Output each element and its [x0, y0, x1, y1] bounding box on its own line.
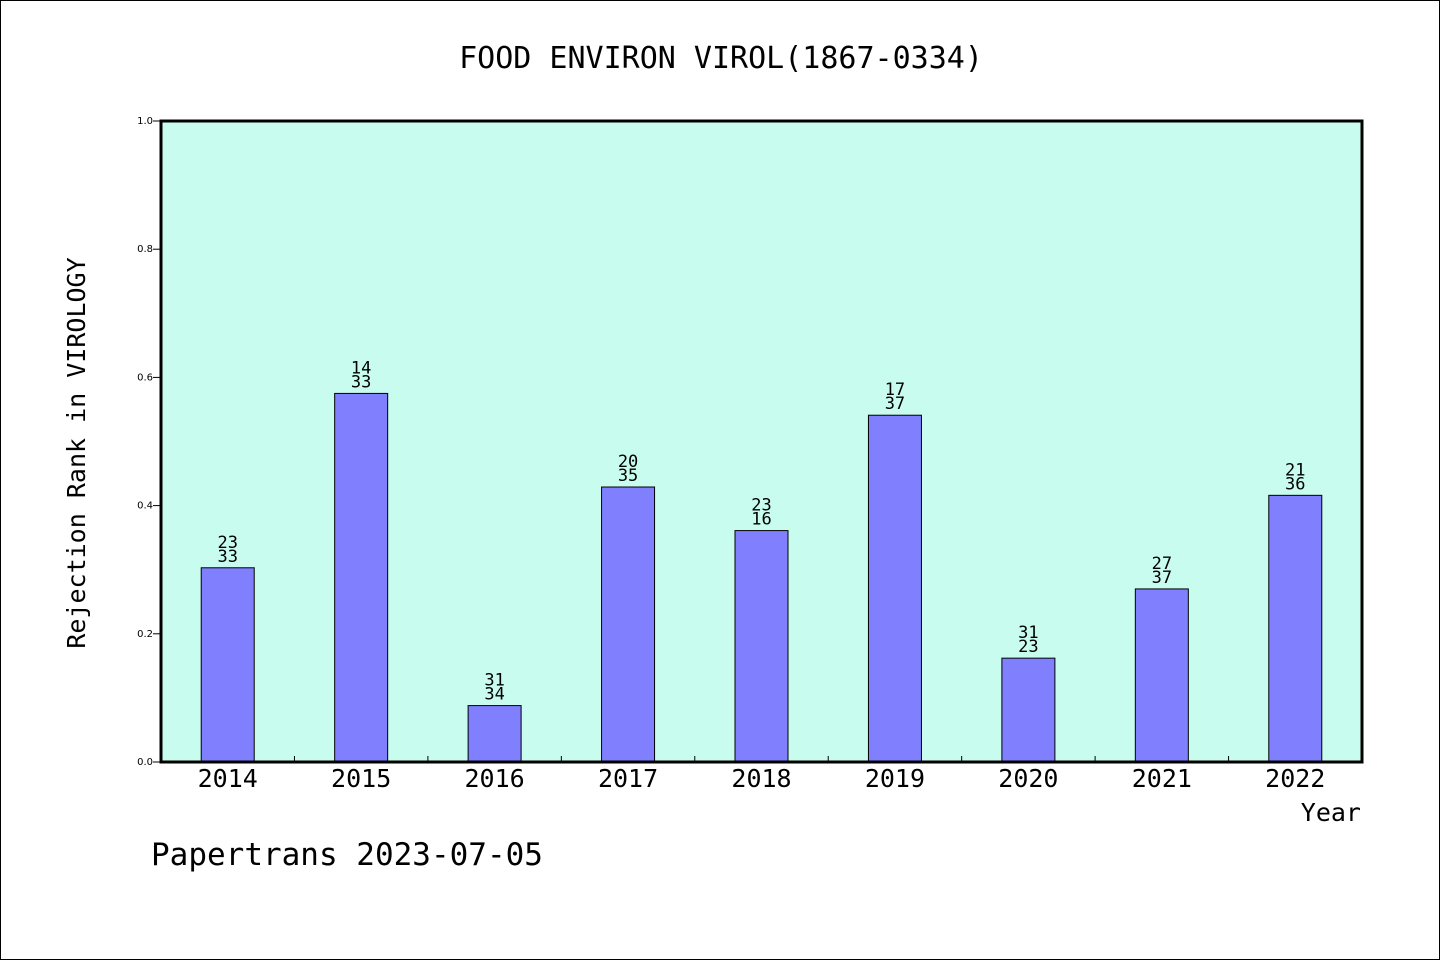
- bar-series: [200, 392, 1323, 763]
- x-tick-label: 2014: [198, 764, 258, 793]
- bar-label-top: 14: [351, 358, 371, 378]
- bar-2021: [1134, 588, 1189, 763]
- bar-label-bottom: 34: [484, 685, 504, 705]
- y-axis: 0.0 0.2 0.4 0.6 0.8 1.0: [137, 116, 161, 768]
- y-tick-label: 0.8: [137, 244, 153, 255]
- bar-2022: [1268, 494, 1323, 763]
- x-tick-label: 2021: [1132, 764, 1192, 793]
- x-tick-label: 2017: [598, 764, 658, 793]
- bar-label-top: 31: [1018, 623, 1038, 643]
- bar-label-bottom: 37: [1152, 568, 1172, 588]
- x-axis: 2014 2015 2016 2017 2018 2019 2020 2021 2022: [198, 756, 1325, 793]
- bar-label-bottom: 23: [1018, 637, 1038, 657]
- x-tick-label: 2020: [998, 764, 1058, 793]
- x-axis-label: Year: [1301, 798, 1361, 827]
- bar-label-top: 21: [1285, 460, 1305, 480]
- bar-label-top: 17: [885, 380, 905, 400]
- footer-note: Papertrans 2023-07-05: [151, 837, 543, 873]
- bar-2017: [601, 486, 656, 763]
- x-tick-label: 2016: [465, 764, 525, 793]
- bar-label-top: 27: [1152, 554, 1172, 574]
- bar-2014: [200, 567, 255, 763]
- bar-label-top: 23: [217, 533, 237, 553]
- y-tick-label: 0.0: [137, 757, 153, 768]
- bar-label-bottom: 37: [885, 394, 905, 414]
- bar-label-bottom: 35: [618, 466, 638, 486]
- bar-2015: [334, 392, 389, 763]
- x-tick-label: 2022: [1265, 764, 1325, 793]
- y-axis-label: Rejection Rank in VIROLOGY: [62, 257, 91, 648]
- y-tick-label: 0.6: [137, 372, 153, 383]
- bar-label-top: 31: [484, 671, 504, 691]
- bar-2016: [467, 705, 522, 763]
- x-tick-label: 2019: [865, 764, 925, 793]
- y-tick-label: 1.0: [137, 116, 153, 127]
- y-tick-label: 0.2: [137, 629, 153, 640]
- bar-label-bottom: 16: [751, 510, 771, 530]
- bar-label-bottom: 33: [351, 372, 371, 392]
- bar-label-bottom: 36: [1285, 474, 1305, 494]
- chart-title: FOOD ENVIRON VIROL(1867-0334): [459, 41, 983, 76]
- bar-label-bottom: 33: [217, 547, 237, 567]
- bar-label-top: 23: [751, 496, 771, 516]
- bar-2019: [867, 414, 922, 763]
- x-tick-label: 2015: [331, 764, 391, 793]
- plot-border: [159, 119, 1364, 764]
- bar-label-top: 20: [618, 452, 638, 472]
- bar-2020: [1001, 657, 1056, 763]
- x-tick-label: 2018: [731, 764, 791, 793]
- y-tick-label: 0.4: [137, 501, 153, 512]
- bar-2018: [734, 530, 789, 763]
